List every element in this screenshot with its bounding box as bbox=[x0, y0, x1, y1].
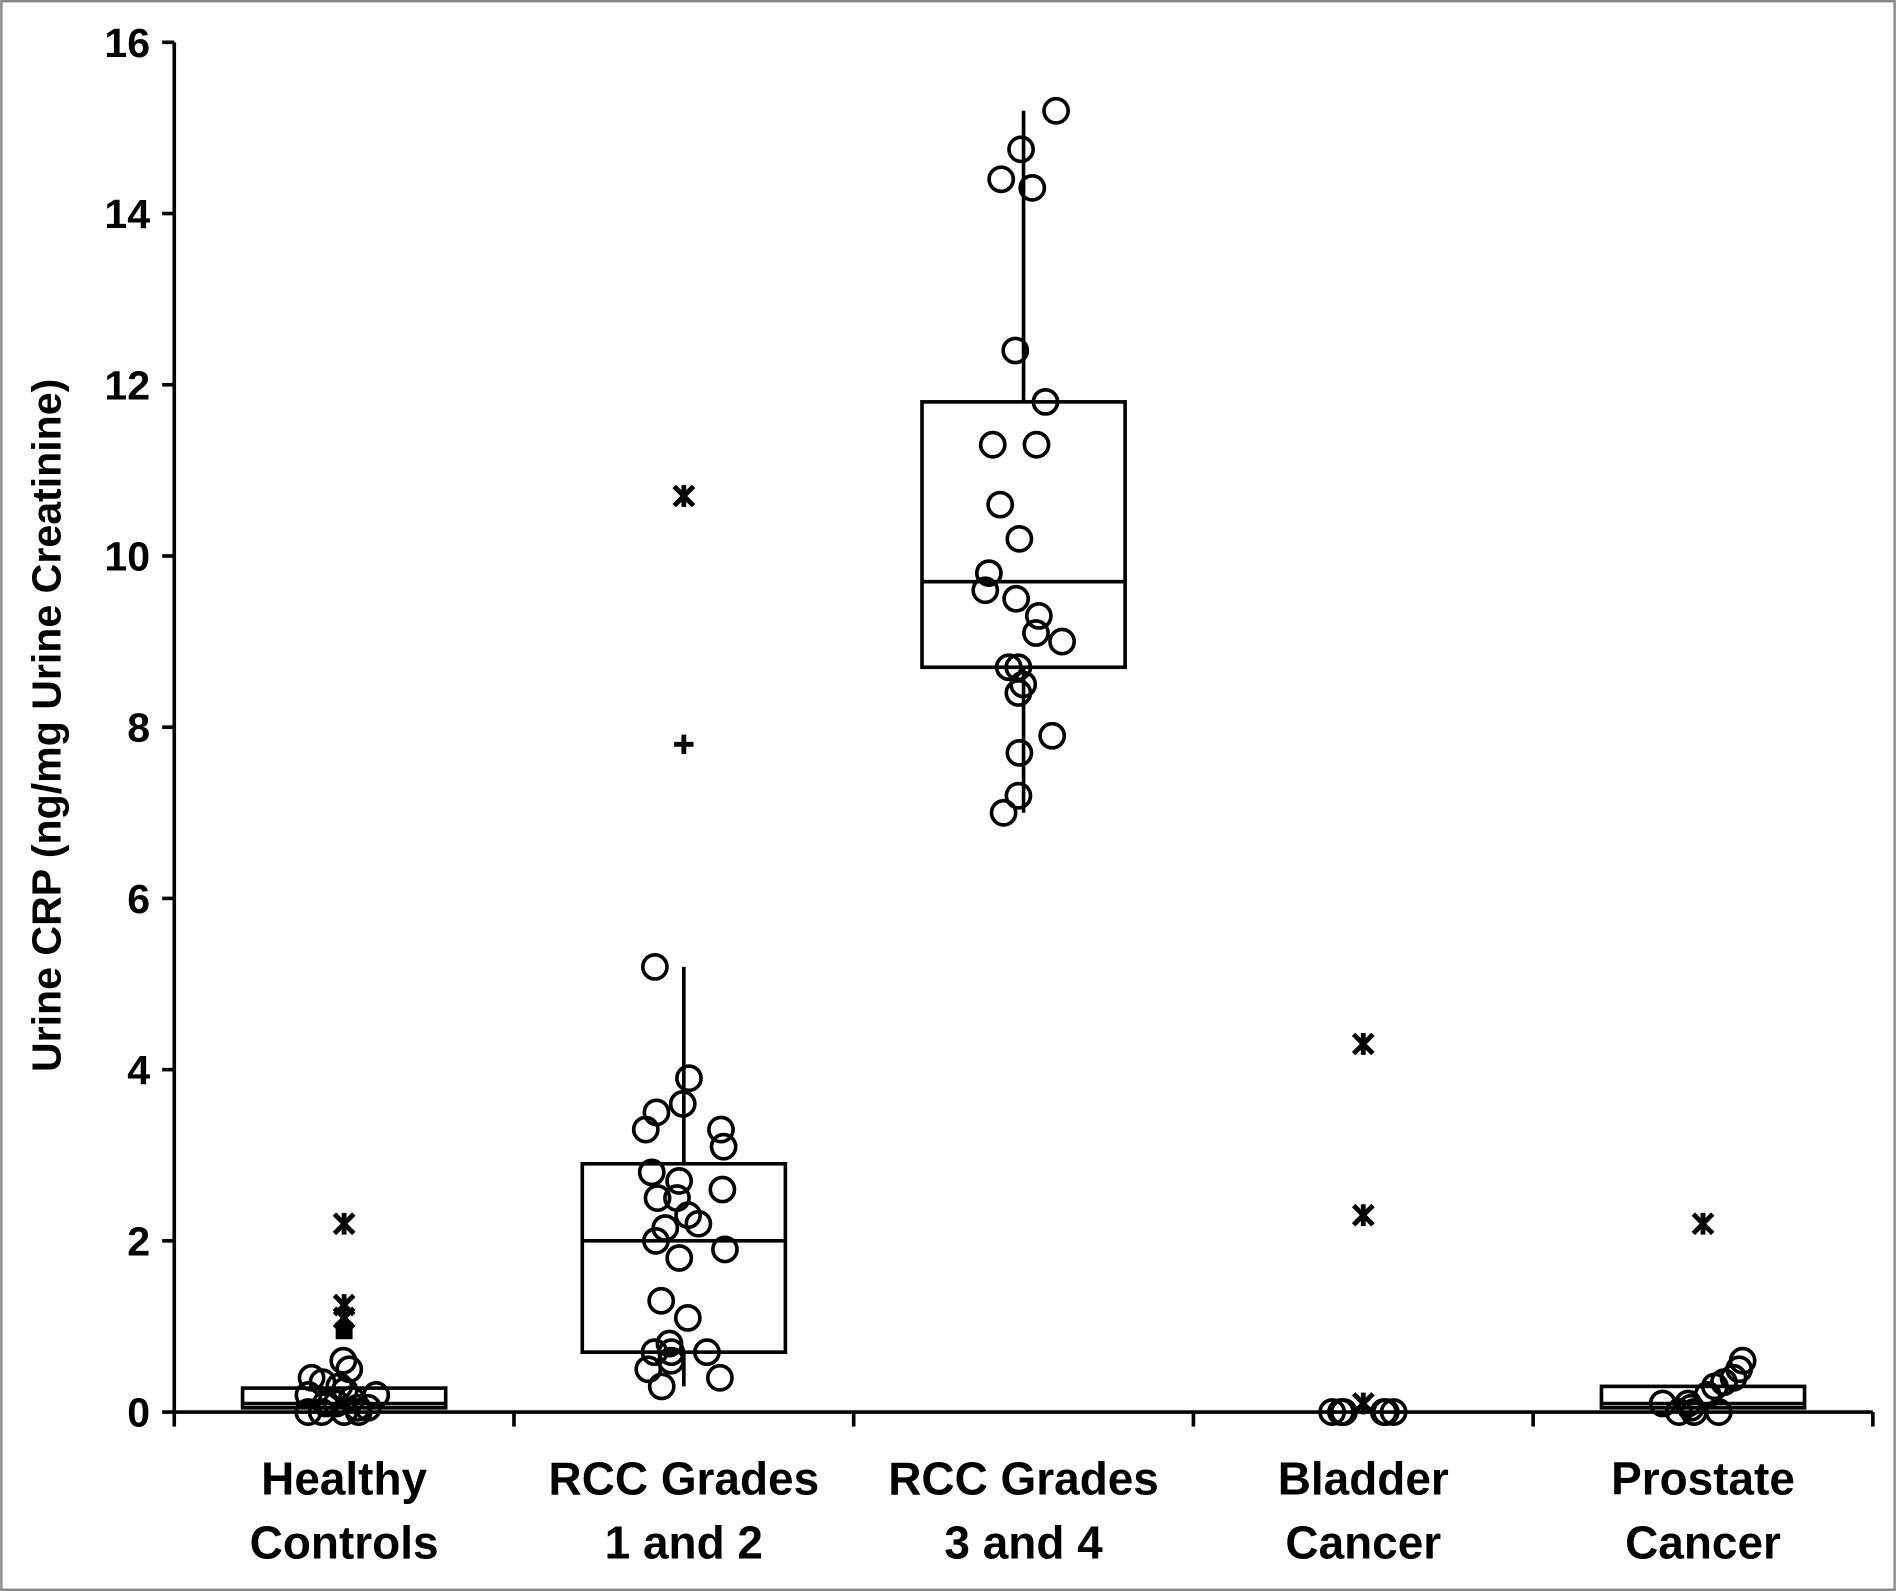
data-point bbox=[1018, 173, 1047, 202]
x-tick-labels: Healthy Controls RCC Grades 1 and 2 RCC Grad… bbox=[250, 1452, 1795, 1568]
data-point bbox=[643, 1184, 672, 1212]
data-point bbox=[693, 1338, 721, 1367]
data-point bbox=[642, 1226, 670, 1255]
chart-marks bbox=[240, 96, 1807, 1426]
data-point bbox=[1007, 135, 1035, 164]
x-tick-label: 3 and 4 bbox=[944, 1516, 1103, 1568]
y-tick-label: 6 bbox=[127, 876, 150, 922]
data-point bbox=[707, 1115, 735, 1144]
data-point bbox=[1004, 679, 1033, 707]
data-point bbox=[307, 1398, 336, 1426]
x-tick-label: Prostate bbox=[1611, 1452, 1795, 1504]
data-point bbox=[708, 1175, 737, 1204]
data-point bbox=[634, 1355, 663, 1384]
y-tick-label: 0 bbox=[127, 1390, 150, 1436]
data-point bbox=[1379, 1398, 1408, 1426]
data-point bbox=[1048, 627, 1076, 656]
data-point bbox=[709, 1132, 738, 1161]
data-point bbox=[344, 1398, 373, 1426]
data-point bbox=[1024, 601, 1053, 630]
outlier-plus-marker bbox=[674, 734, 694, 754]
data-point bbox=[1031, 387, 1060, 416]
data-point bbox=[294, 1398, 323, 1426]
data-point bbox=[294, 1381, 323, 1409]
data-point bbox=[1704, 1398, 1733, 1426]
data-point bbox=[989, 798, 1018, 827]
data-point bbox=[640, 1338, 669, 1367]
y-tick-label: 10 bbox=[104, 533, 150, 579]
data-point bbox=[986, 490, 1015, 519]
data-point bbox=[974, 559, 1003, 587]
y-axis-label: Urine CRP (ng/mg Urine Creatinine) bbox=[24, 379, 70, 1072]
y-tick-label: 2 bbox=[127, 1218, 150, 1264]
axes: 0 2 4 6 8 10 12 14 16 bbox=[104, 20, 1875, 1436]
data-point bbox=[1001, 336, 1030, 365]
data-point bbox=[668, 1089, 697, 1118]
outlier-x-marker bbox=[332, 1212, 356, 1236]
data-point bbox=[637, 1158, 666, 1187]
data-point bbox=[647, 1372, 676, 1401]
data-point bbox=[994, 653, 1023, 682]
data-point bbox=[631, 1115, 660, 1144]
data-point bbox=[706, 1363, 734, 1392]
data-point bbox=[711, 1235, 739, 1264]
x-tick-label: RCC Grades bbox=[549, 1452, 820, 1504]
data-point bbox=[1700, 1372, 1729, 1401]
x-tick-label: Cancer bbox=[1625, 1516, 1781, 1568]
data-point bbox=[1677, 1393, 1705, 1422]
data-point bbox=[640, 952, 669, 981]
y-tick-label: 14 bbox=[104, 191, 150, 237]
data-point bbox=[1042, 96, 1070, 125]
x-tick-label: RCC Grades bbox=[888, 1452, 1159, 1504]
x-tick-label: Controls bbox=[250, 1516, 439, 1568]
data-point bbox=[665, 1167, 694, 1195]
data-point bbox=[1022, 430, 1051, 459]
box bbox=[920, 400, 1127, 670]
data-point bbox=[1005, 738, 1034, 767]
data-point bbox=[684, 1209, 713, 1238]
data-point bbox=[657, 1338, 686, 1367]
outlier-x-marker bbox=[1351, 1032, 1375, 1056]
data-point bbox=[971, 576, 1000, 605]
x-tick-label: 1 and 2 bbox=[605, 1516, 763, 1568]
data-point bbox=[673, 1303, 702, 1332]
outlier-x-marker bbox=[1351, 1203, 1375, 1227]
y-tick-label: 8 bbox=[127, 705, 150, 751]
outlier-x-marker bbox=[672, 484, 696, 508]
outlier-x-marker bbox=[1351, 1392, 1375, 1415]
y-tick-label: 16 bbox=[104, 20, 150, 66]
data-point bbox=[647, 1286, 676, 1315]
data-point bbox=[665, 1244, 694, 1272]
x-tick-label: Bladder bbox=[1278, 1452, 1449, 1504]
data-point bbox=[1038, 721, 1067, 750]
y-tick-label: 4 bbox=[127, 1047, 150, 1093]
x-tick-label: Cancer bbox=[1285, 1516, 1441, 1568]
data-point bbox=[1002, 584, 1031, 613]
data-point bbox=[987, 165, 1016, 194]
data-point bbox=[330, 1398, 358, 1426]
data-point bbox=[675, 1064, 703, 1093]
outlier-square-marker bbox=[335, 1322, 353, 1340]
data-point bbox=[1318, 1398, 1347, 1426]
y-tick-label: 12 bbox=[104, 362, 150, 408]
data-point bbox=[1005, 524, 1034, 553]
data-point bbox=[1664, 1398, 1693, 1426]
data-point bbox=[1022, 619, 1050, 647]
data-point bbox=[1004, 781, 1033, 810]
outlier-x-marker bbox=[1691, 1212, 1715, 1236]
x-tick-label: Healthy bbox=[261, 1452, 427, 1504]
data-point bbox=[978, 430, 1007, 459]
